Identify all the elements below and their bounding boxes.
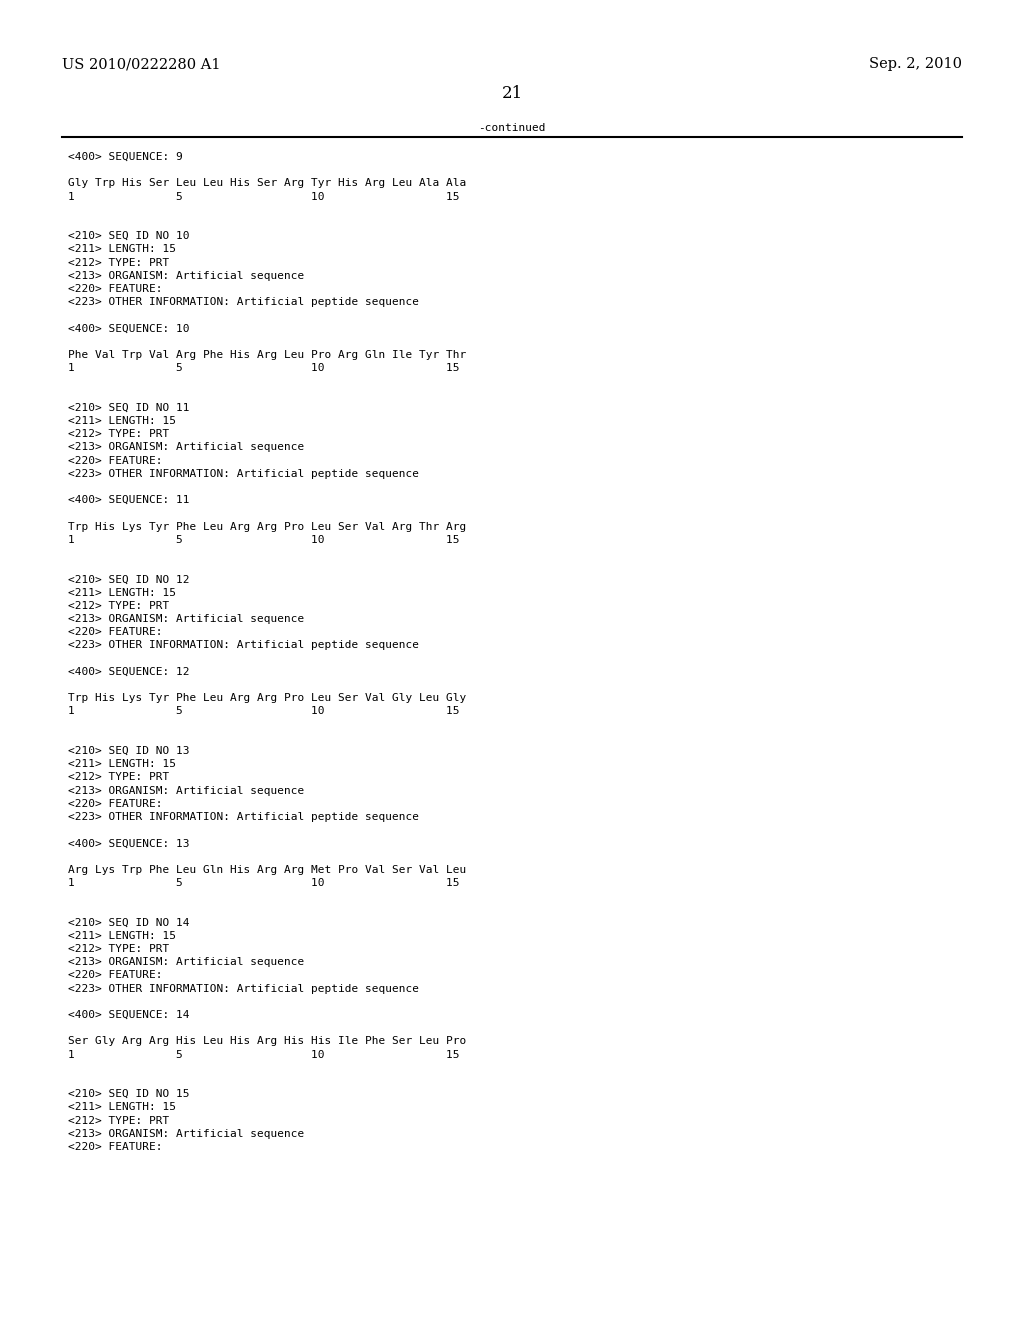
Text: 1               5                   10                  15: 1 5 10 15 [68,363,460,374]
Text: <212> TYPE: PRT: <212> TYPE: PRT [68,601,169,611]
Text: <223> OTHER INFORMATION: Artificial peptide sequence: <223> OTHER INFORMATION: Artificial pept… [68,469,419,479]
Text: <212> TYPE: PRT: <212> TYPE: PRT [68,429,169,440]
Text: Gly Trp His Ser Leu Leu His Ser Arg Tyr His Arg Leu Ala Ala: Gly Trp His Ser Leu Leu His Ser Arg Tyr … [68,178,466,189]
Text: <400> SEQUENCE: 14: <400> SEQUENCE: 14 [68,1010,189,1020]
Text: 21: 21 [502,84,522,102]
Text: <211> LENGTH: 15: <211> LENGTH: 15 [68,931,176,941]
Text: Ser Gly Arg Arg His Leu His Arg His His Ile Phe Ser Leu Pro: Ser Gly Arg Arg His Leu His Arg His His … [68,1036,466,1047]
Text: <400> SEQUENCE: 12: <400> SEQUENCE: 12 [68,667,189,677]
Text: <223> OTHER INFORMATION: Artificial peptide sequence: <223> OTHER INFORMATION: Artificial pept… [68,983,419,994]
Text: Sep. 2, 2010: Sep. 2, 2010 [869,57,962,71]
Text: <220> FEATURE:: <220> FEATURE: [68,284,163,294]
Text: <213> ORGANISM: Artificial sequence: <213> ORGANISM: Artificial sequence [68,271,304,281]
Text: <220> FEATURE:: <220> FEATURE: [68,455,163,466]
Text: <220> FEATURE:: <220> FEATURE: [68,799,163,809]
Text: <400> SEQUENCE: 9: <400> SEQUENCE: 9 [68,152,182,162]
Text: <210> SEQ ID NO 11: <210> SEQ ID NO 11 [68,403,189,413]
Text: 1               5                   10                  15: 1 5 10 15 [68,535,460,545]
Text: <211> LENGTH: 15: <211> LENGTH: 15 [68,587,176,598]
Text: Phe Val Trp Val Arg Phe His Arg Leu Pro Arg Gln Ile Tyr Thr: Phe Val Trp Val Arg Phe His Arg Leu Pro … [68,350,466,360]
Text: <212> TYPE: PRT: <212> TYPE: PRT [68,1115,169,1126]
Text: <211> LENGTH: 15: <211> LENGTH: 15 [68,416,176,426]
Text: Trp His Lys Tyr Phe Leu Arg Arg Pro Leu Ser Val Gly Leu Gly: Trp His Lys Tyr Phe Leu Arg Arg Pro Leu … [68,693,466,704]
Text: Arg Lys Trp Phe Leu Gln His Arg Arg Met Pro Val Ser Val Leu: Arg Lys Trp Phe Leu Gln His Arg Arg Met … [68,865,466,875]
Text: 1               5                   10                  15: 1 5 10 15 [68,191,460,202]
Text: 1               5                   10                  15: 1 5 10 15 [68,1049,460,1060]
Text: <212> TYPE: PRT: <212> TYPE: PRT [68,772,169,783]
Text: <223> OTHER INFORMATION: Artificial peptide sequence: <223> OTHER INFORMATION: Artificial pept… [68,297,419,308]
Text: <211> LENGTH: 15: <211> LENGTH: 15 [68,244,176,255]
Text: <212> TYPE: PRT: <212> TYPE: PRT [68,944,169,954]
Text: US 2010/0222280 A1: US 2010/0222280 A1 [62,57,220,71]
Text: <220> FEATURE:: <220> FEATURE: [68,970,163,981]
Text: 1               5                   10                  15: 1 5 10 15 [68,706,460,717]
Text: <213> ORGANISM: Artificial sequence: <213> ORGANISM: Artificial sequence [68,614,304,624]
Text: <220> FEATURE:: <220> FEATURE: [68,627,163,638]
Text: <213> ORGANISM: Artificial sequence: <213> ORGANISM: Artificial sequence [68,442,304,453]
Text: <220> FEATURE:: <220> FEATURE: [68,1142,163,1152]
Text: <400> SEQUENCE: 10: <400> SEQUENCE: 10 [68,323,189,334]
Text: 1               5                   10                  15: 1 5 10 15 [68,878,460,888]
Text: Trp His Lys Tyr Phe Leu Arg Arg Pro Leu Ser Val Arg Thr Arg: Trp His Lys Tyr Phe Leu Arg Arg Pro Leu … [68,521,466,532]
Text: <210> SEQ ID NO 14: <210> SEQ ID NO 14 [68,917,189,928]
Text: <211> LENGTH: 15: <211> LENGTH: 15 [68,1102,176,1113]
Text: <210> SEQ ID NO 15: <210> SEQ ID NO 15 [68,1089,189,1100]
Text: <212> TYPE: PRT: <212> TYPE: PRT [68,257,169,268]
Text: <213> ORGANISM: Artificial sequence: <213> ORGANISM: Artificial sequence [68,785,304,796]
Text: <210> SEQ ID NO 13: <210> SEQ ID NO 13 [68,746,189,756]
Text: <400> SEQUENCE: 11: <400> SEQUENCE: 11 [68,495,189,506]
Text: <210> SEQ ID NO 12: <210> SEQ ID NO 12 [68,574,189,585]
Text: <400> SEQUENCE: 13: <400> SEQUENCE: 13 [68,838,189,849]
Text: -continued: -continued [478,123,546,133]
Text: <213> ORGANISM: Artificial sequence: <213> ORGANISM: Artificial sequence [68,1129,304,1139]
Text: <211> LENGTH: 15: <211> LENGTH: 15 [68,759,176,770]
Text: <210> SEQ ID NO 10: <210> SEQ ID NO 10 [68,231,189,242]
Text: <223> OTHER INFORMATION: Artificial peptide sequence: <223> OTHER INFORMATION: Artificial pept… [68,640,419,651]
Text: <213> ORGANISM: Artificial sequence: <213> ORGANISM: Artificial sequence [68,957,304,968]
Text: <223> OTHER INFORMATION: Artificial peptide sequence: <223> OTHER INFORMATION: Artificial pept… [68,812,419,822]
